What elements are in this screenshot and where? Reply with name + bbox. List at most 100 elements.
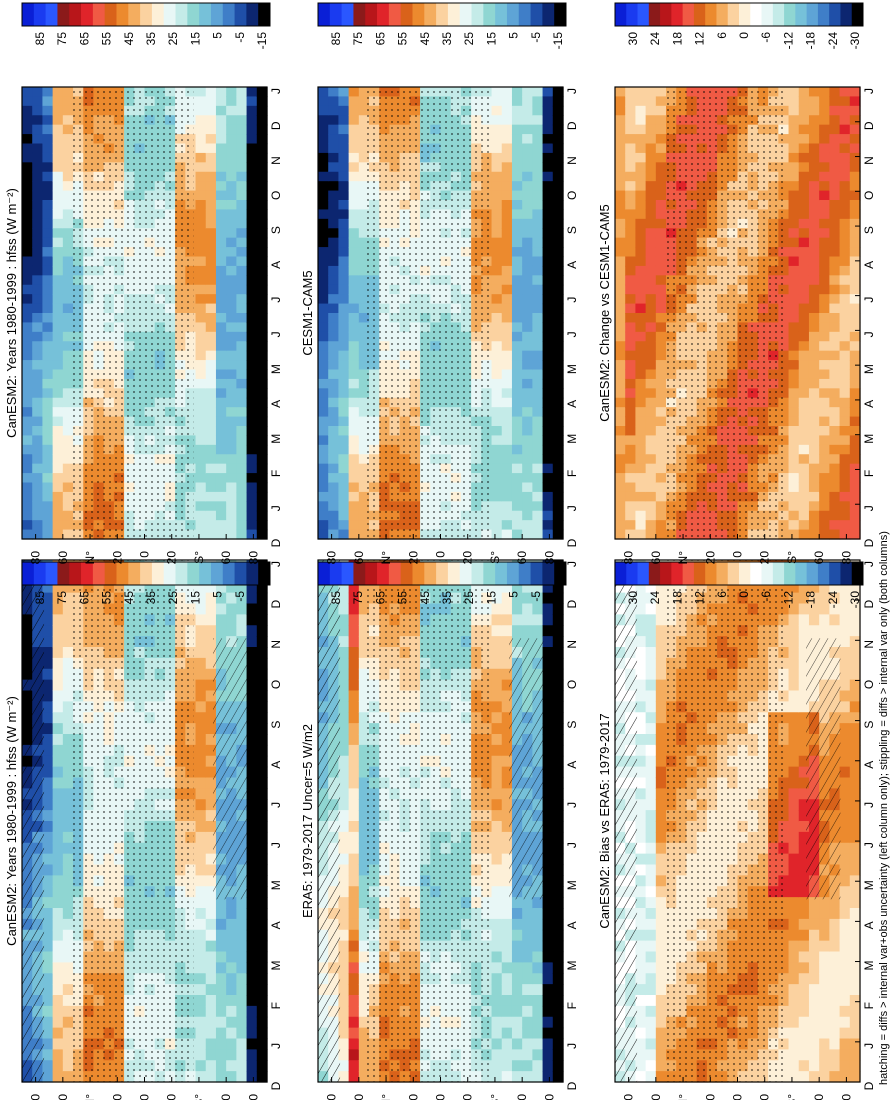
heatmap-cell	[338, 766, 350, 779]
stippling-overlay	[71, 560, 194, 1082]
heatmap-cell	[215, 265, 227, 276]
heatmap-cell	[798, 918, 810, 931]
heatmap-cell	[62, 256, 74, 267]
heatmap-cell	[798, 973, 810, 985]
heatmap-cell	[236, 143, 248, 154]
heatmap-cell	[52, 190, 64, 201]
heatmap-cell	[195, 1005, 207, 1018]
heatmap-cell	[52, 275, 64, 286]
heatmap-cell	[256, 788, 268, 800]
heatmap-cell	[236, 1027, 248, 1040]
heatmap-cell	[32, 454, 44, 465]
y-tick-label: 20	[165, 551, 179, 565]
heatmap-cell	[318, 313, 329, 324]
heatmap-cell	[32, 322, 44, 333]
heatmap-cell	[22, 209, 33, 220]
heatmap-cell	[32, 143, 44, 154]
heatmap-cell	[819, 1071, 830, 1083]
heatmap-cell	[501, 940, 513, 953]
heatmap-cell	[839, 1005, 851, 1018]
heatmap-cell	[215, 350, 227, 361]
heatmap-cell	[42, 162, 54, 173]
heatmap-cell	[318, 454, 329, 465]
heatmap-cell	[42, 228, 54, 239]
heatmap-cell	[491, 831, 503, 844]
heatmap-cell	[348, 962, 360, 974]
heatmap-cell	[195, 501, 207, 512]
heatmap-cell	[236, 397, 248, 408]
heatmap-cell	[849, 897, 861, 909]
heatmap-cell	[358, 810, 370, 822]
heatmap-cell	[62, 265, 74, 276]
heatmap-cell	[542, 657, 554, 670]
heatmap-cell	[246, 886, 258, 898]
heatmap-cell	[236, 603, 248, 615]
heatmap-cell	[62, 407, 74, 418]
heatmap-cell	[236, 115, 248, 126]
heatmap-cell	[246, 190, 258, 201]
heatmap-cell	[236, 134, 248, 145]
heatmap-cell	[195, 788, 207, 800]
heatmap-cell	[42, 435, 54, 446]
heatmap-cell	[246, 701, 258, 713]
heatmap-cell	[788, 581, 800, 594]
heatmap-cell	[798, 647, 810, 659]
heatmap-cell	[788, 679, 800, 692]
heatmap-cell	[358, 755, 370, 768]
x-tick-label: O	[862, 680, 876, 689]
heatmap-cell	[552, 1038, 564, 1050]
heatmap-cell	[839, 821, 851, 833]
heatmap-cell	[62, 275, 74, 286]
heatmap-cell	[645, 799, 657, 811]
heatmap-cell	[32, 256, 44, 267]
heatmap-cell	[552, 962, 564, 974]
colorbar-swatch	[615, 562, 627, 585]
heatmap-cell	[246, 482, 258, 493]
heatmap-cell	[246, 529, 258, 540]
heatmap-cell	[798, 679, 810, 692]
heatmap-cell	[491, 962, 503, 974]
heatmap-cell	[215, 284, 227, 295]
heatmap-cell	[195, 712, 207, 724]
heatmap-cell	[215, 181, 227, 192]
heatmap-cell	[226, 1071, 237, 1083]
heatmap-cell	[42, 152, 54, 163]
heatmap-cell	[236, 625, 248, 637]
heatmap-cell	[511, 973, 523, 985]
heatmap-cell	[246, 162, 258, 173]
heatmap-cell	[542, 929, 554, 942]
heatmap-cell	[808, 614, 820, 626]
heatmap-cell	[348, 951, 360, 963]
heatmap-cell	[849, 701, 861, 713]
hatching-overlay	[213, 638, 248, 900]
heatmap-cell	[256, 454, 268, 465]
heatmap-cell	[338, 1027, 350, 1040]
colorbar-frame	[614, 561, 864, 586]
heatmap-cell	[819, 973, 830, 985]
heatmap-cell	[798, 755, 810, 768]
x-tick-label: M	[269, 961, 283, 971]
colorbar-label: -15	[255, 32, 269, 50]
heatmap-cell	[236, 1016, 248, 1029]
heatmap-cell	[246, 275, 258, 286]
heatmap-cell	[256, 181, 268, 192]
heatmap-cell	[205, 701, 217, 713]
heatmap-cell	[205, 529, 217, 540]
heatmap-cell	[552, 1049, 564, 1061]
heatmap-cell	[246, 581, 258, 594]
heatmap-cell	[205, 454, 217, 465]
heatmap-cell	[348, 897, 360, 909]
heatmap-cell	[246, 218, 258, 229]
panel-title: CanESM2: Years 1980-1999 : hfss (W m⁻²)	[4, 696, 19, 946]
heatmap-cell	[52, 454, 64, 465]
heatmap-cell	[839, 668, 851, 681]
heatmap-cell	[205, 908, 217, 920]
hatching-overlay	[318, 560, 341, 1082]
heatmap-cell	[62, 973, 74, 985]
heatmap-cell	[511, 1060, 523, 1072]
heatmap-cell	[62, 766, 74, 779]
heatmap-cell	[501, 690, 513, 702]
heatmap-cell	[215, 247, 227, 258]
heatmap-cell	[655, 1060, 667, 1072]
